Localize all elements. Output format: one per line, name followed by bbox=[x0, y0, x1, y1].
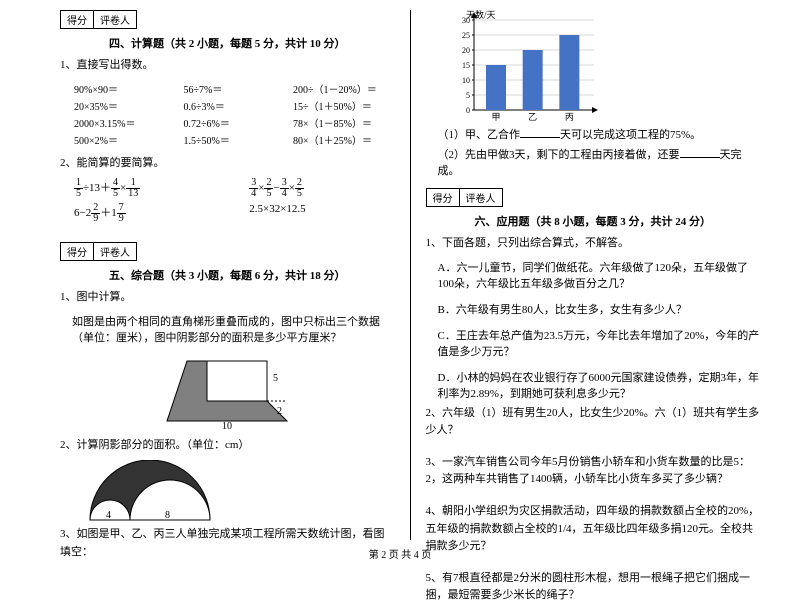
calc-item: 15÷（1＋50%）＝ bbox=[293, 98, 395, 113]
expr-2: 34×25−34×25 bbox=[249, 178, 394, 199]
svg-text:20: 20 bbox=[462, 46, 470, 55]
trapezoid-figure: 5 2 10 bbox=[157, 351, 297, 431]
calc-item: 90%×90＝ bbox=[74, 81, 176, 96]
calc-item: 2000×3.15%＝ bbox=[74, 115, 176, 130]
marker-label: 评卷人 bbox=[94, 243, 136, 260]
left-column: 得分 评卷人 四、计算题（共 2 小题，每题 5 分，共计 10 分） 1、直接… bbox=[50, 10, 405, 540]
score-label: 得分 bbox=[61, 243, 94, 260]
score-label: 得分 bbox=[427, 189, 460, 206]
label-5: 5 bbox=[273, 373, 278, 384]
q4-1: 1、直接写出得数。 bbox=[60, 57, 395, 75]
svg-text:5: 5 bbox=[466, 91, 470, 100]
calc-item: 0.72÷6%＝ bbox=[184, 115, 286, 130]
q6-5: 5、有7根直径都是2分米的圆柱形木棍，想用一根绳子把它们捆成一捆，最短需要多少米… bbox=[426, 570, 761, 605]
q6-2: 2、六年级（1）班有男生20人，比女生少20%。六（1）班共有学生多少人？ bbox=[426, 405, 761, 440]
calc-item: 0.6÷3%＝ bbox=[184, 98, 286, 113]
marker-label: 评卷人 bbox=[94, 11, 136, 28]
label-10: 10 bbox=[222, 421, 232, 431]
svg-text:丙: 丙 bbox=[564, 112, 573, 122]
chart-q1: （1）甲、乙合作天可以完成这项工程的75%。 bbox=[438, 126, 761, 142]
svg-text:乙: 乙 bbox=[528, 112, 537, 122]
q6-1d: D．小林的妈妈在农业银行存了6000元国家建设债券，定期3年，年利率为2.89%… bbox=[438, 369, 761, 401]
expr-1: 15÷13＋45×113 bbox=[74, 178, 219, 199]
section4-title: 四、计算题（共 2 小题，每题 5 分，共计 10 分） bbox=[60, 35, 395, 51]
calc-item: 78×（1－85%）＝ bbox=[293, 115, 395, 130]
label-8: 8 bbox=[165, 510, 170, 521]
marker-label: 评卷人 bbox=[460, 189, 502, 206]
svg-text:10: 10 bbox=[462, 76, 470, 85]
calc-item: 200÷（1－20%）＝ bbox=[293, 81, 395, 96]
right-column: 051015202530甲乙丙天数/天 （1）甲、乙合作天可以完成这项工程的75… bbox=[416, 10, 771, 540]
q6-1: 1、下面各题，只列出综合算式，不解答。 bbox=[426, 235, 761, 253]
svg-text:25: 25 bbox=[462, 31, 470, 40]
frac-row: 15÷13＋45×113 34×25−34×25 6−229＋179 2.5×3… bbox=[74, 178, 395, 224]
expr-3: 6−229＋179 bbox=[74, 203, 219, 224]
calc-item: 500×2%＝ bbox=[74, 132, 176, 147]
bar-chart: 051015202530甲乙丙天数/天 bbox=[446, 10, 606, 120]
expr-4: 2.5×32×12.5 bbox=[249, 203, 394, 224]
blank-2 bbox=[680, 147, 720, 158]
q5-1: 1、图中计算。 bbox=[60, 289, 395, 307]
q6-1b: B．六年级有男生80人，比女生多，女生有多少人？ bbox=[438, 301, 761, 317]
q6-3: 3、一家汽车销售公司今年5月份销售小轿车和小货车数量的比是5：2，这两种车共销售… bbox=[426, 454, 761, 489]
q5-2: 2、计算阴影部分的面积。（单位：cm） bbox=[60, 437, 395, 455]
q6-1a: A．六一儿童节，同学们做纸花。六年级做了120朵，五年级做了100朵，六年级比五… bbox=[438, 259, 761, 291]
calc-item: 80×（1＋25%）＝ bbox=[293, 132, 395, 147]
label-2: 2 bbox=[277, 406, 282, 417]
svg-text:0: 0 bbox=[466, 106, 470, 115]
page-footer: 第 2 页 共 4 页 bbox=[0, 546, 800, 561]
score-box-6: 得分 评卷人 bbox=[426, 188, 503, 207]
calc-grid: 90%×90＝ 56÷7%＝ 200÷（1－20%）＝ 20×35%＝ 0.6÷… bbox=[74, 81, 395, 147]
svg-text:天数/天: 天数/天 bbox=[466, 10, 496, 20]
section5-title: 五、综合题（共 3 小题，每题 6 分，共计 18 分） bbox=[60, 267, 395, 283]
calc-item: 56÷7%＝ bbox=[184, 81, 286, 96]
calc-item: 1.5÷50%＝ bbox=[184, 132, 286, 147]
svg-text:甲: 甲 bbox=[491, 112, 500, 122]
score-box-4: 得分 评卷人 bbox=[60, 10, 137, 29]
semicircle-figure: 4 8 bbox=[80, 460, 220, 520]
column-divider bbox=[410, 10, 411, 540]
page-container: 得分 评卷人 四、计算题（共 2 小题，每题 5 分，共计 10 分） 1、直接… bbox=[0, 0, 800, 540]
q5-1-desc: 如图是由两个相同的直角梯形重叠而成的，图中只标出三个数据（单位：厘米），图中阴影… bbox=[72, 313, 395, 345]
section6-title: 六、应用题（共 8 小题，每题 3 分，共计 24 分） bbox=[426, 213, 761, 229]
score-label: 得分 bbox=[61, 11, 94, 28]
blank-1 bbox=[520, 127, 560, 138]
svg-text:15: 15 bbox=[462, 61, 470, 70]
label-4: 4 bbox=[106, 510, 111, 521]
calc-item: 20×35%＝ bbox=[74, 98, 176, 113]
score-box-5: 得分 评卷人 bbox=[60, 242, 137, 261]
q6-1c: C．王庄去年总产值为23.5万元，今年比去年增加了20%，今年的产值是多少万元？ bbox=[438, 327, 761, 359]
chart-q2: （2）先由甲做3天，剩下的工程由丙接着做，还要天完成。 bbox=[438, 146, 761, 178]
q4-2: 2、能简算的要简算。 bbox=[60, 155, 395, 173]
